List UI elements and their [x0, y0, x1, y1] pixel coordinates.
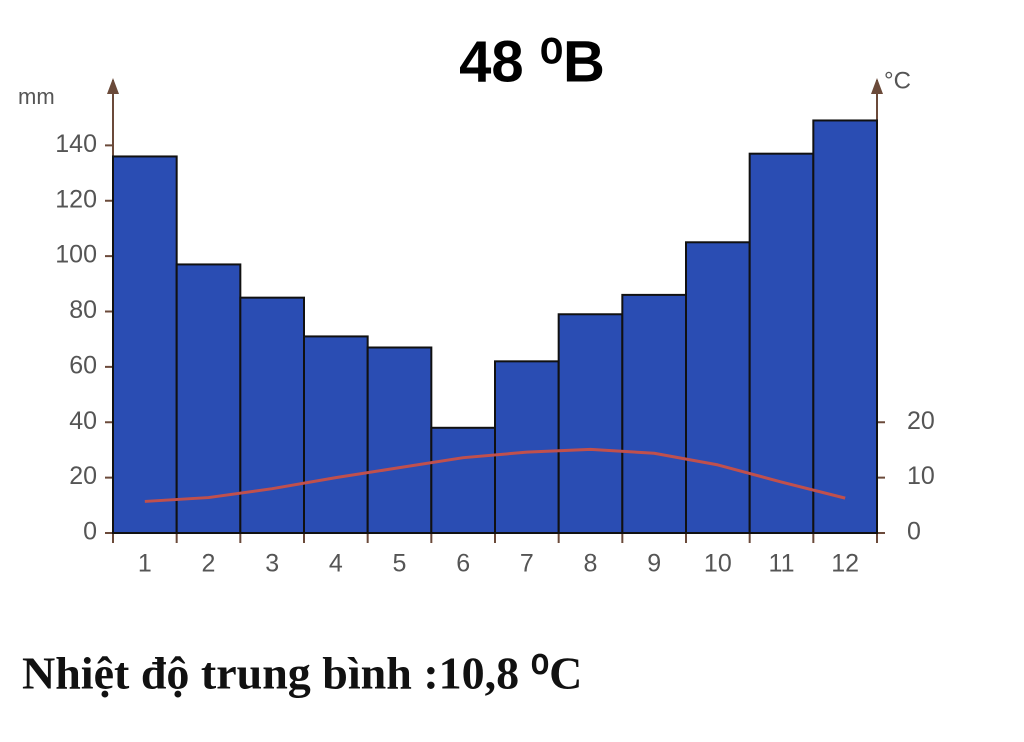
bar — [112, 155, 178, 534]
y-tick-label: 20 — [69, 462, 97, 490]
y-axis-label: mm — [18, 84, 55, 109]
y-tick-label: 40 — [69, 407, 97, 435]
x-tick-label: 3 — [265, 550, 279, 578]
y-tick-label: 60 — [69, 351, 97, 379]
bar — [494, 360, 560, 534]
x-tick-label: 9 — [647, 550, 661, 578]
temperature-line — [144, 447, 846, 503]
footer-note: Nhiệt độ trung bình :10,8 ⁰C — [22, 648, 582, 699]
bar — [812, 119, 878, 535]
x-tick-label: 1 — [138, 550, 152, 578]
bar — [175, 263, 242, 534]
x-tick-label: 5 — [393, 550, 407, 578]
x-tick-label: 10 — [704, 550, 732, 578]
bar — [685, 241, 751, 534]
chart-title: 48 ⁰B — [459, 29, 605, 94]
x-tick-label: 7 — [520, 550, 534, 578]
y-tick-label: 140 — [55, 130, 97, 158]
y-tick-label: 100 — [55, 241, 97, 269]
y2-tick-label: 10 — [907, 462, 935, 490]
y2-axis-arrow — [871, 78, 883, 94]
y2-tick-label: 0 — [907, 518, 921, 546]
bar — [621, 293, 687, 535]
x-tick-label: 6 — [456, 550, 470, 578]
bar — [366, 346, 433, 534]
x-tick-label: 2 — [202, 550, 216, 578]
bar — [303, 335, 369, 535]
y2-tick-label: 20 — [907, 407, 935, 435]
bar — [557, 313, 624, 534]
bar — [239, 296, 305, 534]
x-tick-label: 8 — [584, 550, 598, 578]
y-tick-label: 0 — [83, 518, 97, 546]
x-tick-label: 12 — [831, 550, 859, 578]
x-tick-label: 11 — [769, 550, 795, 578]
x-tick-label: 4 — [329, 550, 343, 578]
y-tick-label: 80 — [69, 296, 97, 324]
y-tick-label: 120 — [55, 185, 97, 213]
y2-axis-label: °C — [884, 67, 911, 94]
y-axis-arrow — [107, 78, 119, 94]
bar — [430, 426, 497, 535]
